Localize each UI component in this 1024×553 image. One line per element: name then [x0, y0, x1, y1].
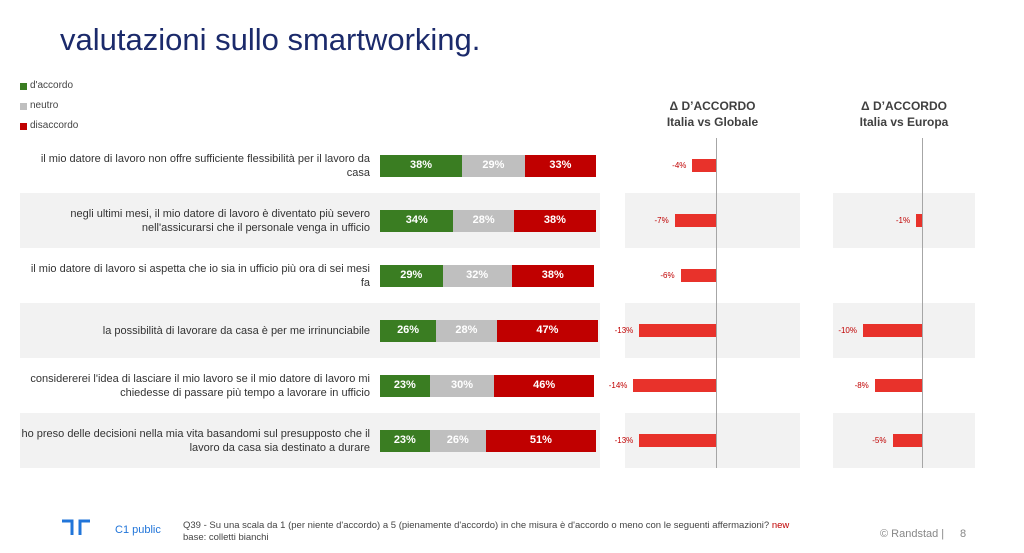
- bar-segment: [511, 264, 594, 287]
- value-label: 46%: [533, 378, 556, 391]
- bar-segment: [429, 429, 486, 452]
- bar-segment: [462, 154, 525, 177]
- delta-bar: [892, 434, 922, 447]
- panel-title: Δ D’ACCORDO: [861, 99, 947, 113]
- bar-segment: [380, 264, 443, 287]
- delta-bar: [674, 214, 716, 227]
- value-label: 38%: [543, 213, 566, 226]
- category-label: negli ultimi mesi, il mio datore di lavo…: [70, 207, 370, 234]
- value-label: 26%: [446, 433, 469, 446]
- bar-segment: [496, 319, 599, 342]
- category-label: il mio datore di lavoro si aspetta che i…: [30, 262, 370, 289]
- page-number: 8: [960, 528, 967, 540]
- legend-swatch: [20, 103, 27, 110]
- delta-label: -4%: [672, 161, 687, 170]
- delta-bar: [639, 434, 716, 447]
- bar-segment: [380, 209, 454, 232]
- delta-bar: [863, 324, 922, 337]
- delta-label: -7%: [654, 216, 669, 225]
- legend-swatch: [20, 83, 27, 90]
- value-label: 51%: [529, 433, 552, 446]
- delta-bar: [633, 379, 716, 392]
- bar-segment: [380, 374, 430, 397]
- slide-title: valutazioni sullo smartworking.: [60, 22, 481, 57]
- bar-segment: [380, 154, 463, 177]
- legend-label: neutro: [30, 100, 59, 111]
- value-label: 30%: [451, 378, 474, 391]
- bar-segment: [442, 264, 512, 287]
- value-label: 33%: [549, 158, 572, 171]
- delta-label: -5%: [872, 436, 887, 445]
- base: base: colletti bianchi: [183, 532, 269, 543]
- delta-label: -13%: [614, 326, 634, 335]
- panel-subtitle: Italia vs Europa: [859, 115, 949, 129]
- panel-title: Δ D’ACCORDO: [669, 99, 756, 113]
- bar-segment: [380, 429, 430, 452]
- legend-label: disaccordo: [30, 120, 79, 131]
- value-label: 34%: [405, 213, 428, 226]
- bar-segment: [380, 319, 437, 342]
- value-label: 26%: [397, 323, 420, 336]
- delta-bar: [639, 324, 716, 337]
- delta-label: -10%: [838, 326, 857, 335]
- delta-label: -8%: [854, 381, 869, 390]
- panel-subtitle: Italia vs Globale: [666, 115, 759, 129]
- value-label: 29%: [400, 268, 423, 281]
- value-label: 38%: [541, 268, 564, 281]
- bar-segment: [524, 154, 596, 177]
- bar-segment: [453, 209, 514, 232]
- category-label: considererei l'idea di lasciare il mio l…: [30, 372, 370, 399]
- value-label: 47%: [536, 323, 559, 336]
- delta-bar: [692, 159, 716, 172]
- row-background: [833, 193, 975, 248]
- question-text: Q39 - Su una scala da 1 (per niente d'ac…: [183, 520, 770, 531]
- value-label: 23%: [393, 378, 416, 391]
- value-label: 23%: [393, 433, 416, 446]
- delta-label: -14%: [608, 381, 628, 390]
- delta-bar: [874, 379, 922, 392]
- delta-bar: [916, 214, 922, 227]
- bar-segment: [485, 429, 596, 452]
- legend-swatch: [20, 123, 27, 130]
- logo: [62, 519, 90, 535]
- value-label: 32%: [466, 268, 489, 281]
- value-label: 28%: [472, 213, 495, 226]
- copyright: © Randstad |: [880, 528, 945, 540]
- bar-segment: [494, 374, 594, 397]
- delta-label: -13%: [614, 436, 634, 445]
- bar-segment: [513, 209, 596, 232]
- bar-segment: [429, 374, 495, 397]
- value-label: 38%: [410, 158, 433, 171]
- delta-label: -6%: [660, 271, 675, 280]
- new-flag: new: [771, 520, 790, 531]
- zero-line: [716, 138, 717, 468]
- zero-line: [922, 138, 923, 468]
- value-label: 28%: [455, 323, 478, 336]
- delta-label: -1%: [895, 216, 911, 225]
- bar-segment: [436, 319, 497, 342]
- category-label: il mio datore di lavoro non offre suffic…: [40, 152, 370, 179]
- value-label: 29%: [482, 158, 505, 171]
- category-label: ho preso delle decisioni nella mia vita …: [21, 427, 370, 454]
- question: Q39 - Su una scala da 1 (per niente d'ac…: [183, 520, 789, 531]
- legend-label: d'accordo: [30, 80, 74, 91]
- category-label: la possibilità di lavorare da casa è per…: [102, 324, 370, 337]
- delta-bar: [680, 269, 716, 282]
- classification: C1 public: [115, 524, 161, 536]
